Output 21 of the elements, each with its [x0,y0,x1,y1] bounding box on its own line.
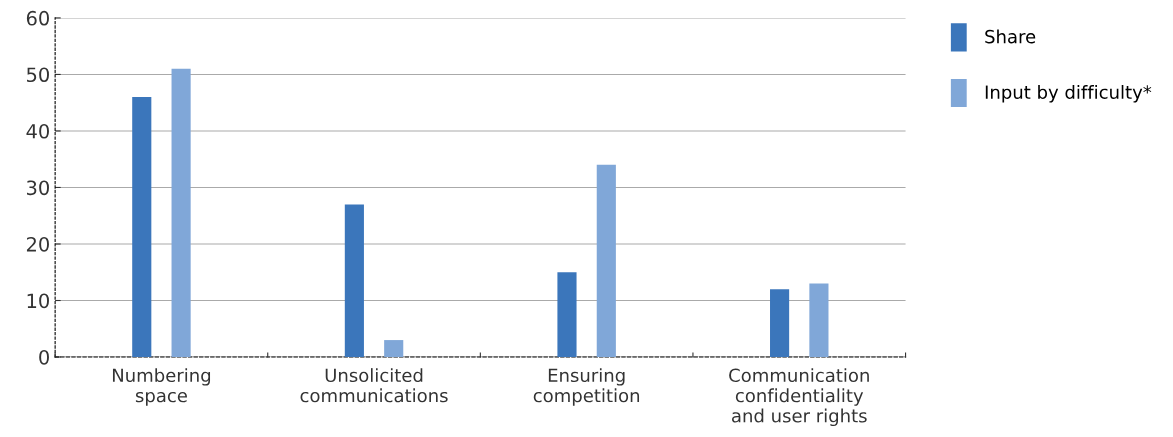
legend-label: Share [985,29,1036,44]
y-tick-label: 10 [27,293,49,309]
y-tick-label: 50 [27,67,49,83]
x-tick-label: Numbering space [112,368,211,406]
bar [384,340,404,358]
y-tick-label: 0 [39,349,49,365]
y-tick-label: 30 [27,180,49,196]
x-tick-label: Ensuring competition [533,368,640,406]
bar [770,289,790,358]
legend-label: Input by difficulty* [985,85,1152,103]
bar [171,68,191,358]
x-tick-label: Communication confidentiality and user rights [729,368,869,427]
y-tick-label: 40 [26,123,49,139]
y-tick-label: 60 [26,10,49,26]
y-tick-label: 20 [26,236,49,252]
bar [557,272,577,358]
bar [596,164,616,358]
bar [132,97,152,358]
bar [344,204,364,358]
bar [809,283,829,358]
x-tick-label: Unsolicited communications [300,368,448,403]
